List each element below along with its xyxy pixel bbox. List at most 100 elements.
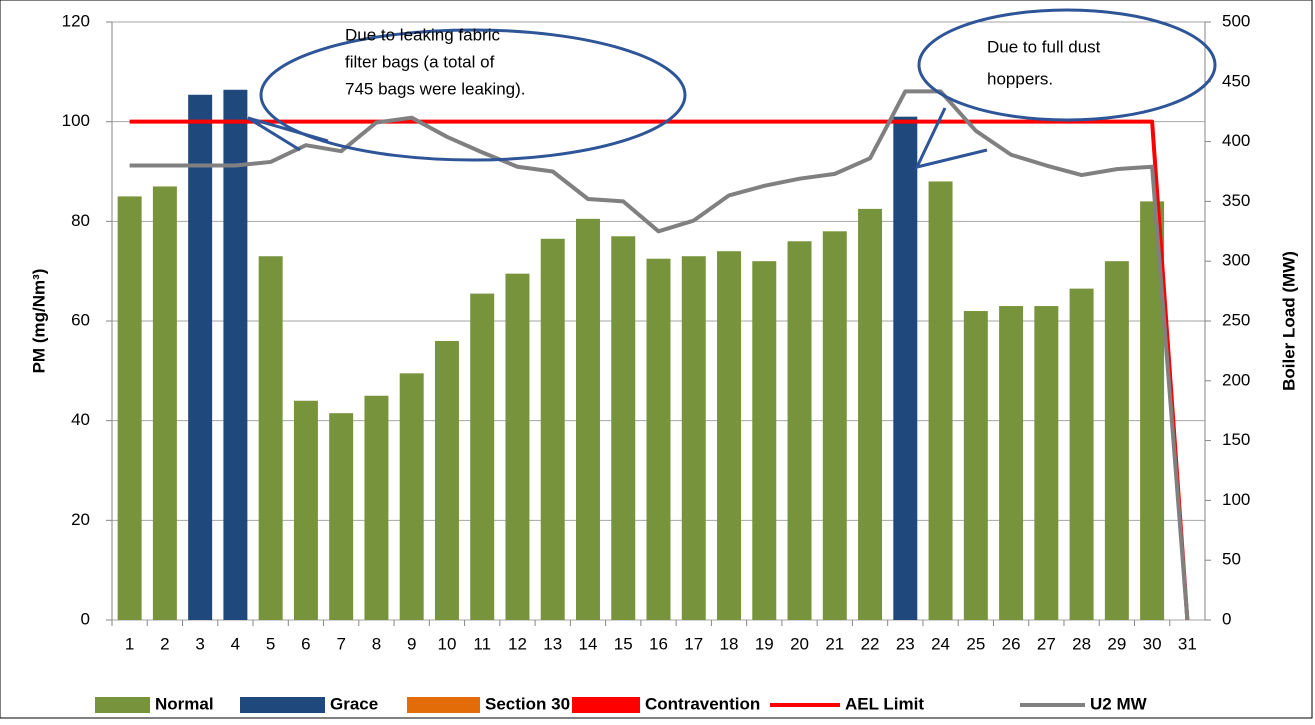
bar	[1069, 288, 1094, 620]
y2-tick-label: 450	[1222, 71, 1250, 90]
bar	[928, 181, 953, 620]
y-tick-label: 120	[62, 11, 90, 30]
bar	[752, 261, 777, 620]
x-tick-label: 11	[473, 634, 491, 653]
x-tick-label: 2	[160, 634, 169, 653]
x-tick-label: 3	[195, 634, 204, 653]
x-tick-label: 28	[1072, 634, 1091, 653]
callout	[259, 28, 687, 162]
x-tick-label: 12	[508, 634, 527, 653]
line	[129, 89, 1190, 621]
bar	[893, 116, 918, 620]
annotation: filter bags (a total of	[345, 52, 495, 71]
y2-tick-label: 500	[1222, 11, 1250, 30]
legend-swatch	[240, 697, 325, 713]
x-tick-label: 5	[266, 634, 275, 653]
y2-tick-label: 400	[1222, 131, 1250, 150]
y2-axis-label: Boiler Load (MW)	[1279, 251, 1298, 391]
x-tick-label: 22	[861, 634, 880, 653]
x-tick-label: 6	[301, 634, 310, 653]
x-tick-label: 25	[966, 634, 985, 653]
y-tick-label: 0	[81, 609, 90, 628]
bar	[223, 89, 248, 621]
x-tick-label: 20	[790, 634, 809, 653]
x-tick-label: 4	[231, 634, 240, 653]
legend-swatch	[407, 697, 480, 713]
annotation: hoppers.	[987, 69, 1053, 88]
bar	[575, 218, 600, 620]
legend-label: Normal	[155, 694, 214, 713]
annotation: 745 bags were leaking).	[345, 79, 526, 98]
x-tick-label: 18	[720, 634, 739, 653]
x-tick-label: 19	[755, 634, 774, 653]
y-axis-label: PM (mg/Nm³)	[29, 269, 48, 374]
x-tick-label: 21	[825, 634, 844, 653]
x-tick-label: 15	[614, 634, 633, 653]
bar	[999, 306, 1024, 620]
legend-label: Contravention	[645, 694, 760, 713]
x-tick-label: 23	[896, 634, 915, 653]
bar	[293, 400, 318, 620]
y2-tick-label: 350	[1222, 191, 1250, 210]
x-tick-label: 10	[437, 634, 456, 653]
bar	[258, 256, 283, 620]
x-tick-label: 16	[649, 634, 668, 653]
x-tick-label: 1	[125, 634, 134, 653]
y2-tick-label: 300	[1222, 251, 1250, 270]
bar	[963, 311, 988, 620]
y2-tick-label: 0	[1222, 609, 1231, 628]
x-tick-label: 14	[579, 634, 598, 653]
legend-label: Section 30	[485, 694, 570, 713]
x-tick-label: 30	[1143, 634, 1162, 653]
x-tick-label: 26	[1002, 634, 1021, 653]
bar	[188, 94, 213, 621]
legend-swatch	[95, 697, 150, 713]
bar	[717, 251, 742, 620]
callout	[917, 8, 1217, 122]
x-tick-label: 27	[1037, 634, 1056, 653]
bar	[1140, 201, 1165, 620]
y-tick-label: 80	[71, 211, 90, 230]
y2-tick-label: 50	[1222, 550, 1241, 569]
x-tick-label: 17	[684, 634, 703, 653]
bar	[434, 340, 459, 620]
bar	[787, 241, 812, 620]
bar	[364, 395, 389, 620]
legend-label: Grace	[330, 694, 378, 713]
y-tick-label: 40	[71, 410, 90, 429]
callout-tail	[247, 116, 329, 152]
bar	[822, 231, 847, 621]
x-tick-label: 7	[336, 634, 345, 653]
legend-swatch	[572, 697, 640, 713]
y2-tick-label: 100	[1222, 490, 1250, 509]
bar	[399, 373, 424, 620]
y-tick-label: 20	[71, 510, 90, 529]
line	[129, 119, 1190, 621]
bar	[329, 413, 354, 620]
y2-tick-label: 150	[1222, 430, 1250, 449]
callout-tail	[914, 107, 988, 170]
x-tick-label: 29	[1107, 634, 1126, 653]
bar	[470, 293, 495, 620]
bar	[611, 236, 636, 621]
annotation: Due to leaking fabric	[345, 25, 500, 44]
legend-label: AEL Limit	[845, 694, 924, 713]
x-tick-label: 8	[372, 634, 381, 653]
bar	[1034, 306, 1059, 620]
bar	[505, 273, 530, 620]
bar	[540, 238, 565, 620]
bar	[681, 256, 706, 620]
y-tick-label: 60	[71, 310, 90, 329]
bar	[858, 208, 883, 620]
x-tick-label: 31	[1178, 634, 1197, 653]
x-tick-label: 24	[931, 634, 950, 653]
y-tick-label: 100	[62, 111, 90, 130]
y2-tick-label: 200	[1222, 370, 1250, 389]
x-tick-label: 13	[543, 634, 562, 653]
bar	[646, 258, 671, 620]
legend-label: U2 MW	[1090, 694, 1148, 713]
bar	[152, 186, 177, 620]
bar	[1104, 261, 1129, 620]
